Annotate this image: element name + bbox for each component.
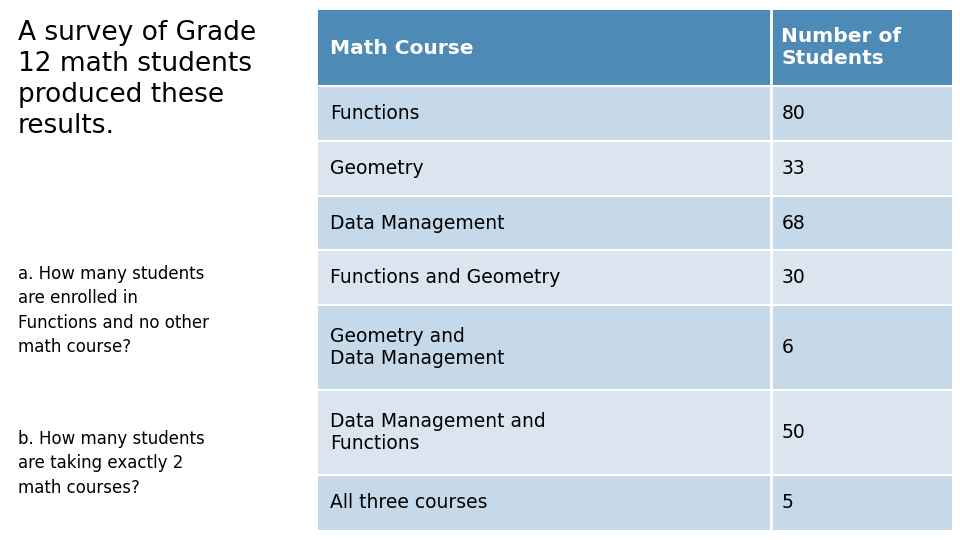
Text: Functions and Geometry: Functions and Geometry: [330, 268, 561, 287]
Text: Data Management: Data Management: [330, 213, 505, 233]
Text: Geometry and
Data Management: Geometry and Data Management: [330, 327, 505, 368]
Bar: [318, 141, 952, 195]
Text: a. How many students
are enrolled in
Functions and no other
math course?: a. How many students are enrolled in Fun…: [18, 265, 209, 356]
Text: 5: 5: [781, 493, 793, 512]
Text: 80: 80: [781, 104, 805, 123]
Bar: [318, 10, 952, 86]
Text: A survey of Grade
12 math students
produced these
results.: A survey of Grade 12 math students produ…: [18, 20, 256, 139]
Text: 6: 6: [781, 338, 793, 357]
Text: Functions: Functions: [330, 104, 420, 123]
Text: b. How many students
are taking exactly 2
math courses?: b. How many students are taking exactly …: [18, 430, 204, 497]
Bar: [318, 390, 952, 475]
Text: Number of
Students: Number of Students: [781, 28, 901, 69]
Bar: [318, 251, 952, 305]
Text: Data Management and
Functions: Data Management and Functions: [330, 412, 545, 453]
Text: 30: 30: [781, 268, 805, 287]
Text: All three courses: All three courses: [330, 493, 488, 512]
Text: 33: 33: [781, 159, 805, 178]
Bar: [318, 195, 952, 251]
Text: 50: 50: [781, 423, 805, 442]
Text: Math Course: Math Course: [330, 38, 473, 57]
Bar: [318, 475, 952, 530]
Text: 68: 68: [781, 213, 805, 233]
Bar: [318, 86, 952, 141]
Text: Geometry: Geometry: [330, 159, 423, 178]
Bar: [318, 305, 952, 390]
